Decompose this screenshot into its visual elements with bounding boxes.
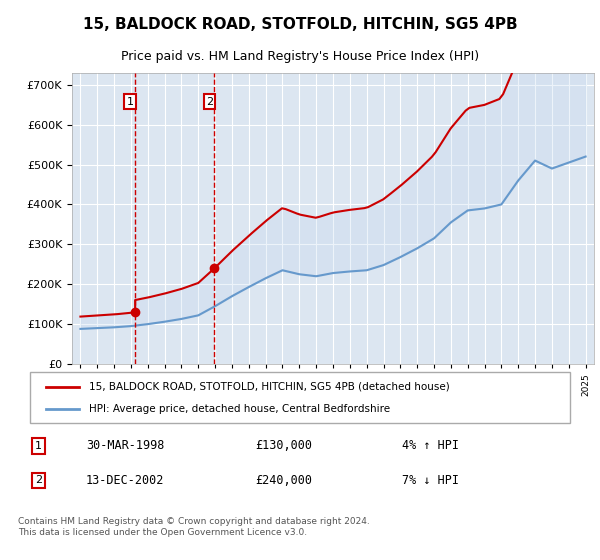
- Text: 1: 1: [127, 97, 134, 107]
- Text: 30-MAR-1998: 30-MAR-1998: [86, 439, 164, 452]
- Text: 2: 2: [35, 475, 42, 486]
- Text: 7% ↓ HPI: 7% ↓ HPI: [401, 474, 458, 487]
- Text: 2: 2: [206, 97, 213, 107]
- Text: 15, BALDOCK ROAD, STOTFOLD, HITCHIN, SG5 4PB: 15, BALDOCK ROAD, STOTFOLD, HITCHIN, SG5…: [83, 17, 517, 32]
- Text: £130,000: £130,000: [255, 439, 312, 452]
- Text: 15, BALDOCK ROAD, STOTFOLD, HITCHIN, SG5 4PB (detached house): 15, BALDOCK ROAD, STOTFOLD, HITCHIN, SG5…: [89, 381, 450, 391]
- Text: HPI: Average price, detached house, Central Bedfordshire: HPI: Average price, detached house, Cent…: [89, 404, 391, 414]
- FancyBboxPatch shape: [30, 372, 570, 423]
- Text: 4% ↑ HPI: 4% ↑ HPI: [401, 439, 458, 452]
- Text: 13-DEC-2002: 13-DEC-2002: [86, 474, 164, 487]
- Text: Price paid vs. HM Land Registry's House Price Index (HPI): Price paid vs. HM Land Registry's House …: [121, 50, 479, 63]
- Text: £240,000: £240,000: [255, 474, 312, 487]
- Text: Contains HM Land Registry data © Crown copyright and database right 2024.
This d: Contains HM Land Registry data © Crown c…: [18, 517, 370, 537]
- Text: 1: 1: [35, 441, 42, 451]
